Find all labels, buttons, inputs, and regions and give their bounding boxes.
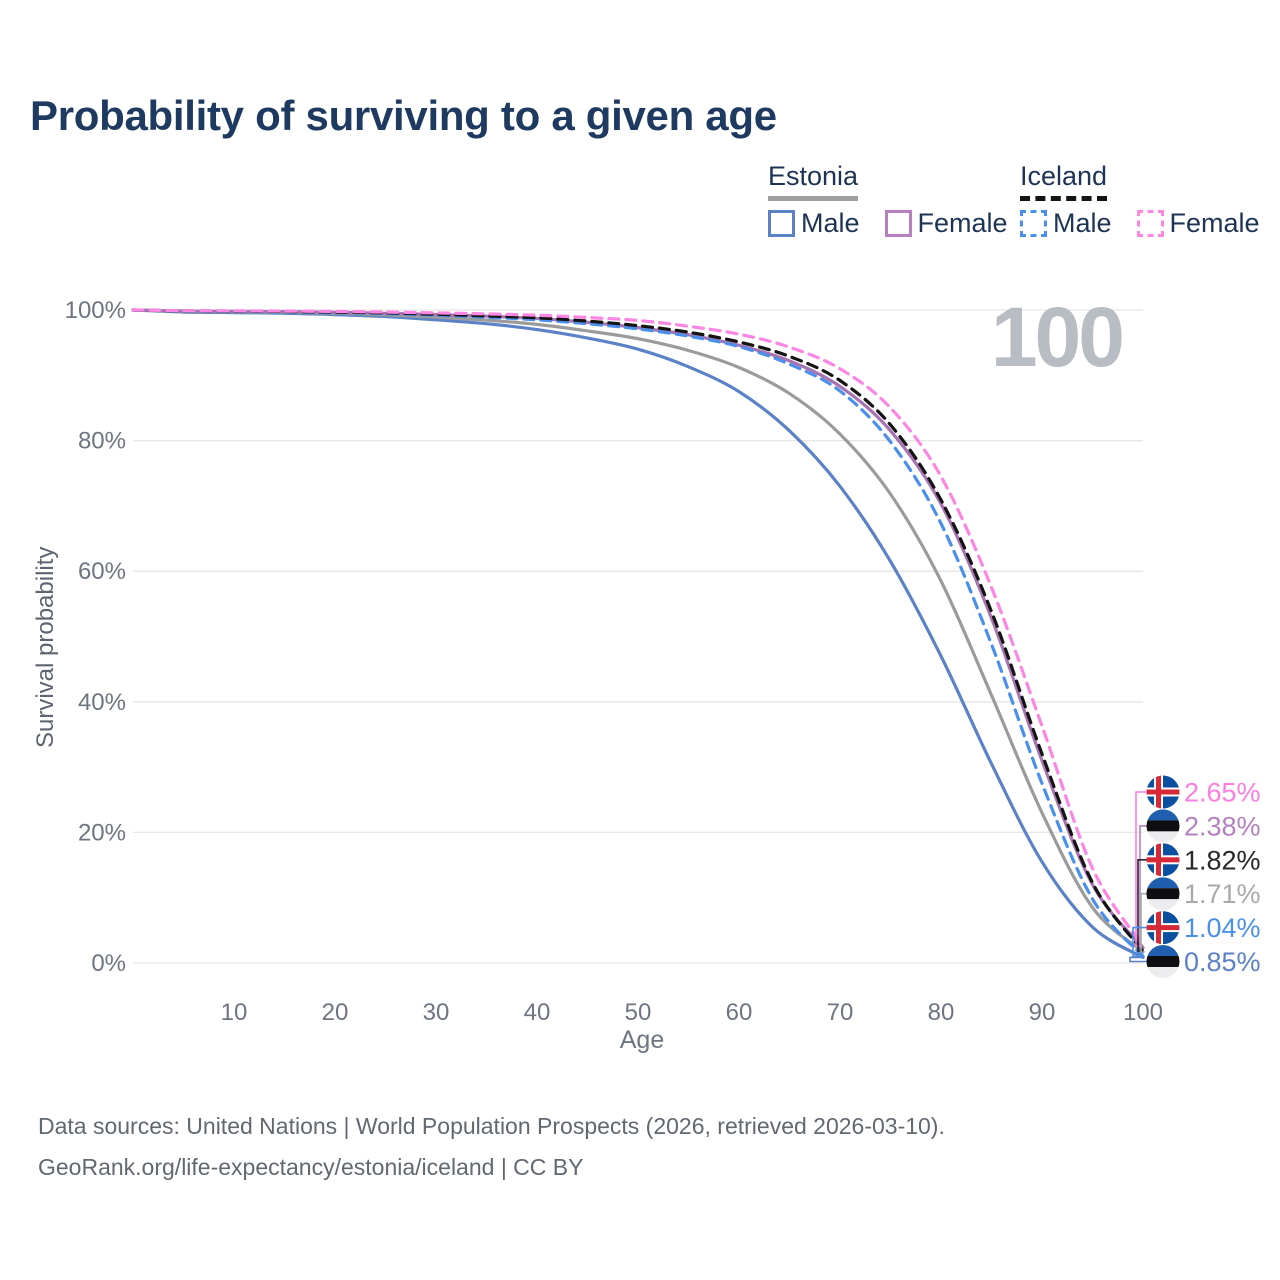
y-tick-label: 80% [78,428,126,455]
iceland-flag-icon [1146,775,1180,809]
x-tick-label: 20 [322,999,349,1026]
curve-estonia-male [131,308,1145,959]
legend-group-estonia: Estonia Male Female [768,163,1008,237]
x-tick-label: 100 [1123,999,1163,1026]
legend-item-estonia-male[interactable]: Male [768,210,860,237]
chart-footer: Data sources: United Nations | World Pop… [38,1106,1188,1188]
curve-iceland-male [131,308,1145,958]
estonia-line-style-sample [768,196,859,201]
page-title: Probability of surviving to a given age [30,92,777,139]
y-axis-title: Survival probability [32,546,59,748]
legend-items-iceland: Male Female [1020,210,1260,237]
legend-item-iceland-female[interactable]: Female [1136,208,1260,238]
attribution-line: GeoRank.org/life-expectancy/estonia/icel… [38,1154,584,1180]
legend: Estonia Male Female Iceland [0,163,1280,243]
x-tick-label: 90 [1029,999,1056,1026]
y-tick-label: 20% [78,819,126,846]
legend-item-label: Male [801,208,860,238]
end-label-connector [1129,956,1147,963]
end-label-value-iceland-female: 2.65% [1184,778,1261,808]
curve-estonia-female [131,308,1145,950]
legend-header-estonia[interactable]: Estonia [768,161,859,201]
y-tick-label: 40% [78,689,126,716]
y-tick-label: 0% [91,950,126,977]
legend-header-iceland-label: Iceland [1020,161,1108,191]
x-tick-label: 70 [827,999,854,1026]
legend-item-estonia-female[interactable]: Female [884,208,1008,238]
x-tick-label: 50 [625,999,652,1026]
x-axis-title: Age [620,1026,664,1054]
end-label-value-estonia-male: 0.85% [1184,947,1261,977]
end-label-value-iceland: 1.82% [1184,845,1261,875]
end-label-value-estonia: 1.71% [1184,879,1261,909]
end-label-connector [1132,926,1147,957]
estonia-female-swatch-icon [884,210,912,237]
legend-item-label: Female [917,208,1008,238]
legend-items-estonia: Male Female [768,210,1008,237]
y-tick-label: 60% [78,558,126,585]
legend-header-estonia-label: Estonia [768,161,859,191]
iceland-female-swatch-icon [1136,210,1164,237]
curve-iceland-female [131,308,1145,948]
estonia-flag-icon [1146,945,1180,978]
data-sources-line: Data sources: United Nations | World Pop… [38,1113,945,1139]
x-tick-label: 80 [928,999,955,1026]
age-counter-watermark: 100 [991,290,1122,384]
x-tick-label: 30 [423,999,450,1026]
estonia-flag-icon [1146,877,1180,911]
end-label-value-iceland-male: 1.04% [1184,913,1261,943]
iceland-flag-icon [1146,911,1180,945]
end-label-connector [1135,791,1147,947]
x-tick-label: 40 [524,999,551,1026]
x-tick-label: 60 [726,999,753,1026]
estonia-male-swatch-icon [768,210,795,237]
iceland-flag-icon [1146,843,1180,877]
curve-iceland [131,308,1145,953]
y-tick-label: 100% [65,297,126,324]
legend-header-iceland[interactable]: Iceland [1020,161,1108,201]
x-tick-label: 10 [221,999,248,1026]
iceland-male-swatch-icon [1020,210,1047,237]
legend-item-label: Female [1169,208,1260,238]
end-label-value-estonia-female: 2.38% [1184,811,1261,841]
legend-item-label: Male [1053,208,1112,238]
end-label-connector [1137,859,1147,952]
curve-estonia [131,308,1145,954]
iceland-line-style-sample [1020,196,1108,201]
legend-item-iceland-male[interactable]: Male [1020,210,1112,237]
end-label-connector [1140,892,1147,953]
estonia-flag-icon [1146,809,1180,843]
legend-group-iceland: Iceland Male Female [1020,163,1260,237]
